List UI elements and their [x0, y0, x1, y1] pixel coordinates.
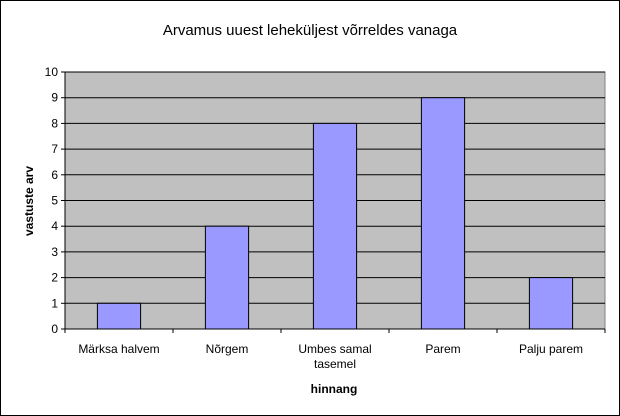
y-tick-label: 10 [45, 65, 59, 79]
gridlines [65, 71, 605, 304]
y-tick-label: 1 [51, 296, 58, 310]
bar [204, 225, 250, 330]
bar [528, 277, 574, 330]
y-tick-label: 8 [51, 116, 58, 130]
y-tick-label: 0 [51, 322, 58, 336]
x-tick-label: Parem [425, 342, 460, 356]
y-tick-label: 7 [51, 142, 58, 156]
bar [312, 122, 358, 330]
x-tick-label: Nõrgem [206, 342, 249, 356]
y-tick-label: 5 [51, 194, 58, 208]
y-tick-label: 9 [51, 91, 58, 105]
chart-title: Arvamus uuest leheküljest võrreldes vana… [163, 22, 458, 39]
y-tick-label: 2 [51, 271, 58, 285]
y-tick-label: 3 [51, 245, 58, 259]
y-tick-label: 6 [51, 168, 58, 182]
bar [420, 97, 466, 330]
x-tick-label: Märksa halvem [78, 342, 159, 356]
x-tick-labels: Märksa halvem Nõrgem Umbes samal tasemel Par… [78, 342, 583, 371]
axes [61, 71, 606, 333]
y-tick-label: 4 [51, 219, 58, 233]
y-tick-labels: 0 1 2 3 4 5 6 7 8 9 10 [45, 65, 59, 336]
y-axis-label: vastuste arv [22, 166, 36, 236]
bar [96, 302, 142, 330]
x-axis-label: hinnang [311, 382, 358, 396]
x-tick-label: Umbes samal tasemel [298, 342, 371, 371]
x-tick-label: Palju parem [519, 342, 583, 356]
